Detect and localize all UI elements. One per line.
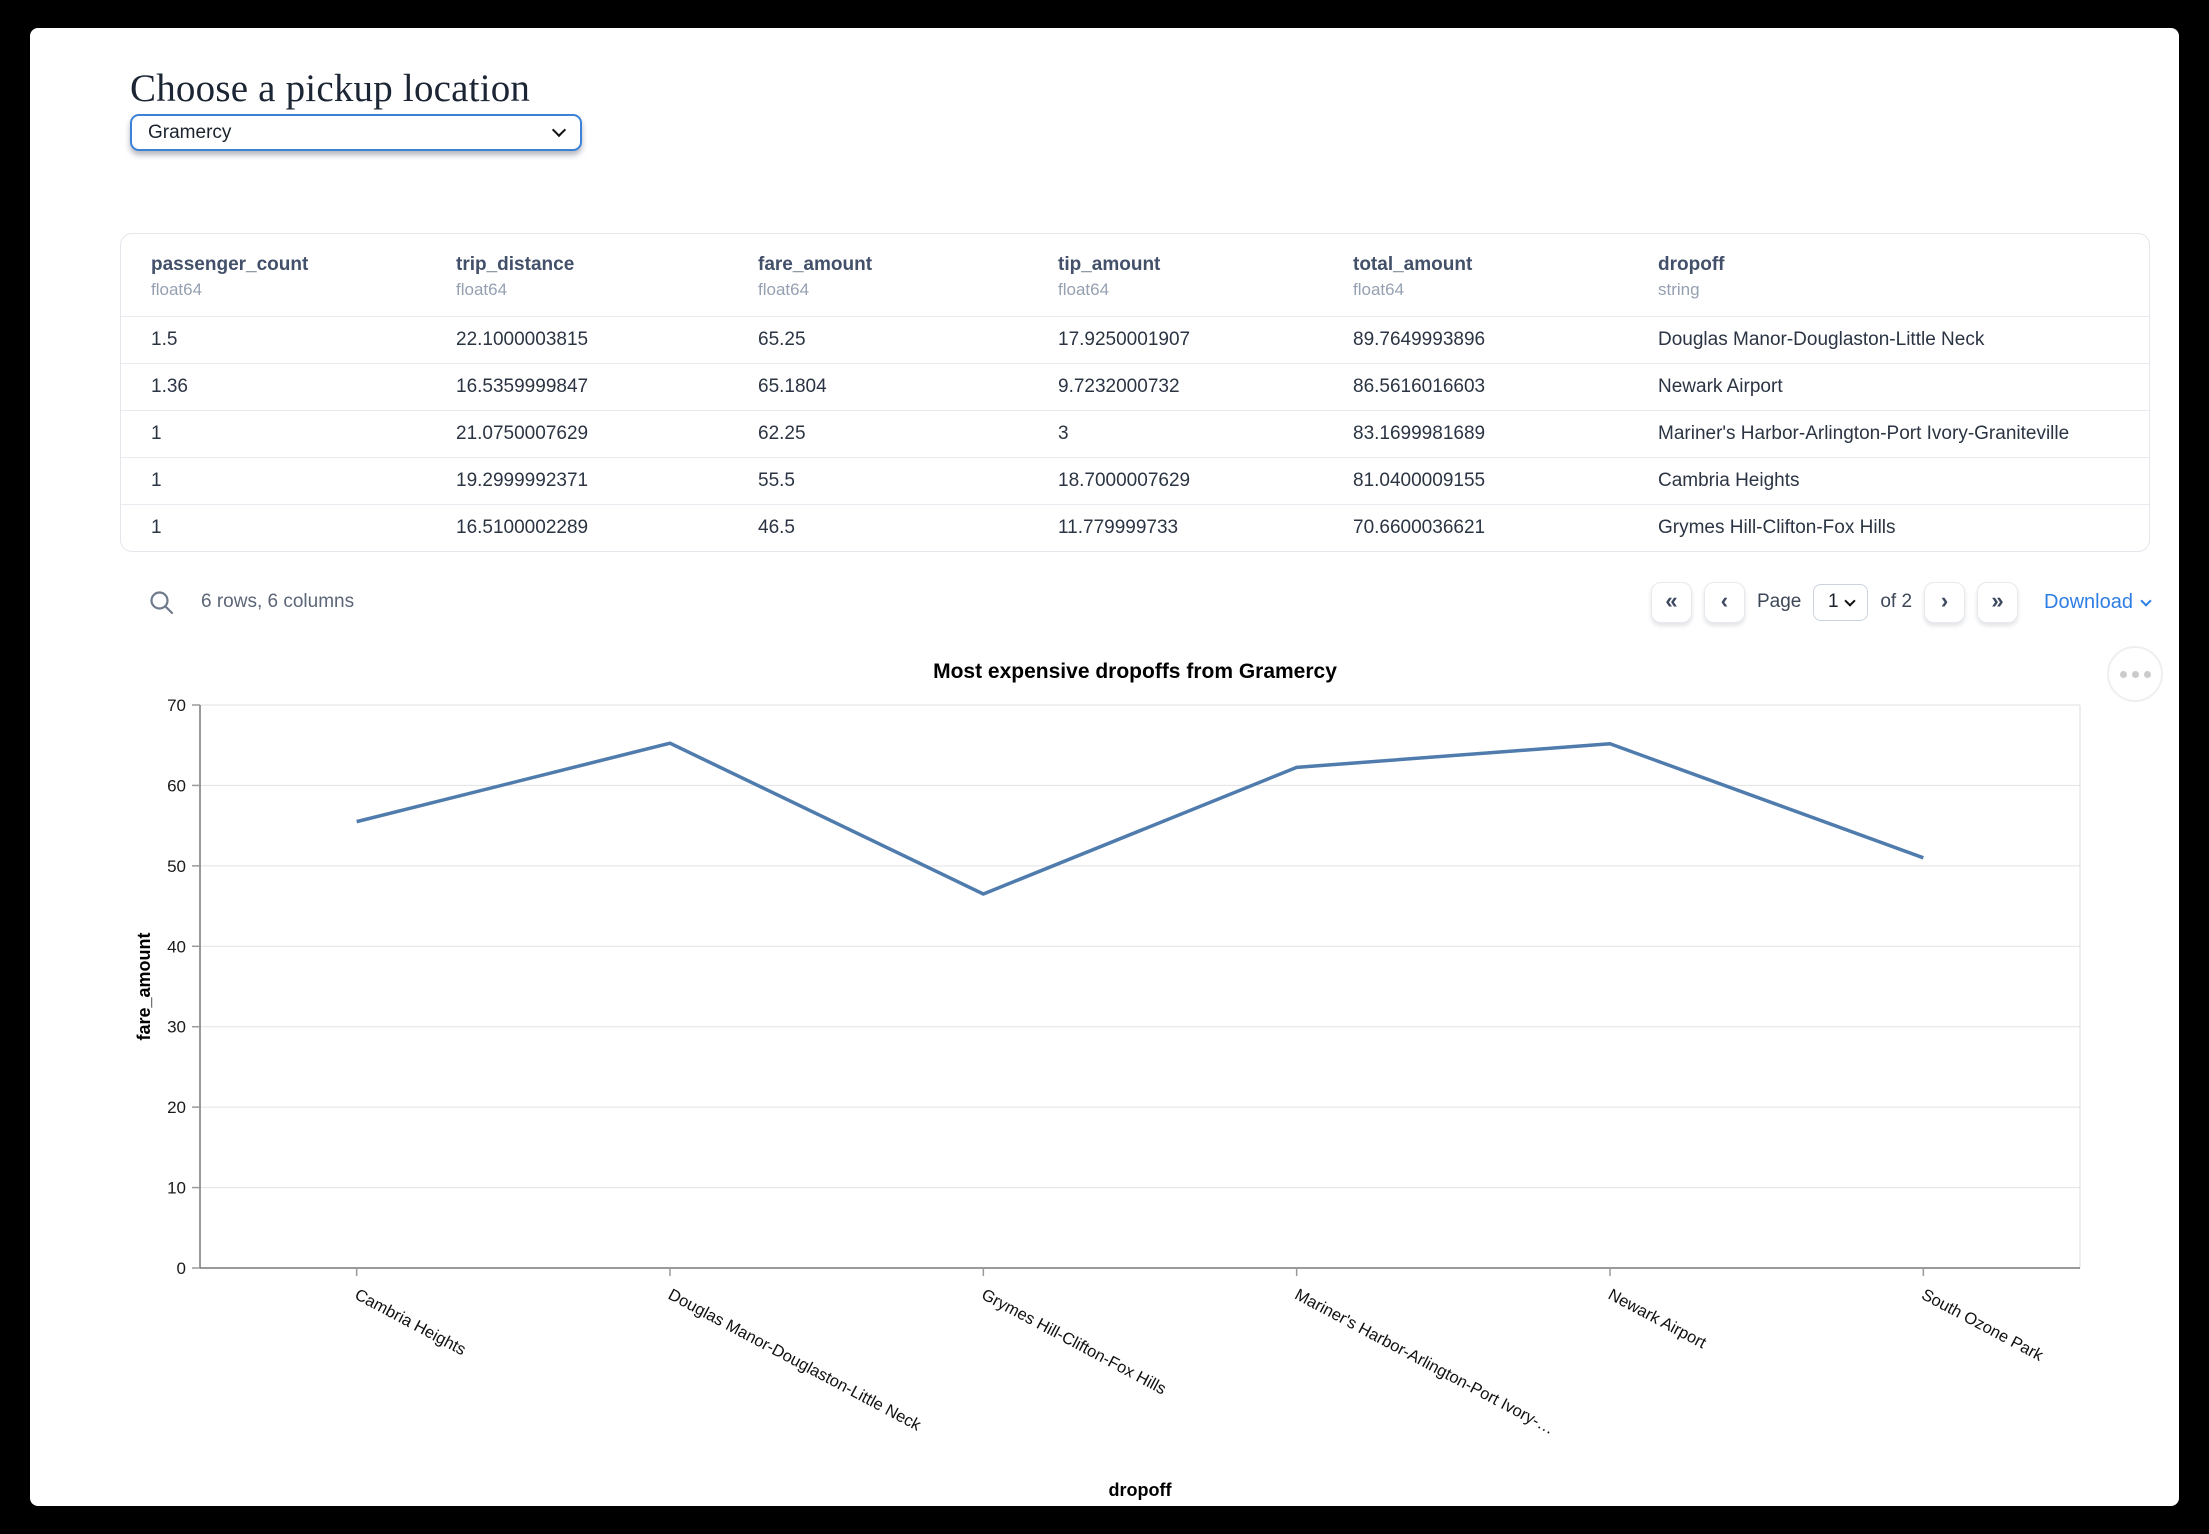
y-tick-label: 60: [167, 776, 186, 795]
chart-line: [356, 741, 1924, 896]
page-title: Choose a pickup location: [130, 67, 531, 110]
y-tick-label: 70: [167, 696, 186, 715]
search-button[interactable]: [148, 589, 175, 616]
search-icon: [150, 590, 174, 614]
table-cell: 1: [151, 470, 162, 491]
x-tick-label: Mariner's Harbor-Arlington-Port Ivory-…: [1292, 1286, 1557, 1439]
y-tick-label: 0: [177, 1259, 186, 1278]
y-tick-label: 50: [167, 857, 186, 876]
pickup-location-select[interactable]: Gramercy: [130, 114, 582, 151]
table-cell: 62.25: [758, 423, 806, 444]
table-cell: 1: [151, 423, 162, 444]
chart-menu-button[interactable]: [2107, 646, 2163, 702]
x-tick-label: Grymes Hill-Clifton-Fox Hills: [978, 1286, 1169, 1399]
table-row: 1 19.2999992371 55.5 18.7000007629 81.040000…: [121, 457, 2149, 504]
prev-page-button[interactable]: ‹: [1703, 581, 1745, 623]
last-page-button[interactable]: »: [1977, 581, 2019, 623]
table-row: 1.36 16.5359999847 65.1804 9.7232000732 86.5…: [121, 363, 2149, 410]
app-card: Choose a pickup location Gramercy passen…: [30, 28, 2179, 1506]
table-cell: Grymes Hill-Clifton-Fox Hills: [1658, 517, 1896, 538]
table-cell: 1.36: [151, 376, 188, 397]
download-button[interactable]: Download: [2044, 590, 2152, 614]
table-cell: 19.2999992371: [456, 470, 589, 491]
download-label: Download: [2044, 590, 2133, 613]
column-header: total_amount float64: [1353, 254, 1473, 299]
table-cell: 18.7000007629: [1058, 470, 1191, 491]
line-chart: 0 10 20 30 40 50 60 70 Cambria Heights Douglas Ma…: [134, 696, 2081, 1500]
table-cell: 83.1699981689: [1353, 423, 1486, 444]
table-cell: 1.5: [151, 329, 178, 350]
table-cell: 16.5100002289: [456, 517, 589, 538]
y-axis-title: fare_amount: [134, 932, 154, 1040]
table-cell: 65.25: [758, 329, 806, 350]
x-tick-label: South Ozone Park: [1918, 1286, 2046, 1366]
table-cell: 55.5: [758, 470, 795, 491]
table-cell: Newark Airport: [1658, 376, 1783, 397]
page-number-value: 1: [1828, 591, 1839, 612]
x-tick-label: Douglas Manor-Douglaston-Little Neck: [665, 1286, 924, 1435]
y-tick-label: 10: [167, 1179, 186, 1198]
column-header: fare_amount float64: [758, 254, 873, 299]
table-cell: Douglas Manor-Douglaston-Little Neck: [1658, 329, 1985, 350]
table-cell: Mariner's Harbor-Arlington-Port Ivory-Gr…: [1658, 423, 2070, 444]
table-cell: 81.0400009155: [1353, 470, 1486, 491]
chevron-down-icon: [1843, 594, 1856, 607]
pickup-location-value: Gramercy: [148, 121, 232, 143]
data-table: passenger_count float64 trip_distance float…: [120, 233, 2150, 552]
table-cell: 11.779999733: [1058, 517, 1179, 538]
table-cell: 9.7232000732: [1058, 376, 1180, 397]
x-tick-label: Newark Airport: [1605, 1286, 1709, 1353]
chevron-down-icon: [551, 122, 567, 138]
ellipsis-icon: [2119, 670, 2127, 678]
table-row: 1 16.5100002289 46.5 11.779999733 70.6600036…: [121, 504, 2149, 551]
table-cell: 65.1804: [758, 376, 827, 397]
table-footer: 6 rows, 6 columns « ‹ Page 1 of 2 › » Do…: [120, 580, 2152, 624]
y-tick-label: 40: [167, 937, 186, 956]
column-header: dropoff string: [1658, 254, 1725, 299]
x-axis-title: dropoff: [1109, 1480, 1173, 1500]
table-cell: 89.7649993896: [1353, 329, 1486, 350]
table-cell: 17.9250001907: [1058, 329, 1191, 350]
column-header: trip_distance float64: [456, 254, 575, 299]
page-number-select[interactable]: 1: [1813, 583, 1869, 621]
column-header: passenger_count float64: [151, 254, 309, 299]
table-cell: 1: [151, 517, 162, 538]
chart-title: Most expensive dropoffs from Gramercy: [933, 660, 1337, 683]
table-body: 1.5 22.1000003815 65.25 17.9250001907 89.764…: [121, 316, 2149, 551]
table-header: passenger_count float64 trip_distance float…: [121, 234, 2149, 316]
page-count-label: of 2: [1880, 591, 1913, 612]
chevron-down-icon: [2140, 594, 2152, 607]
next-page-button[interactable]: ›: [1924, 581, 1966, 623]
table-cell: 22.1000003815: [456, 329, 589, 350]
table-cell: 70.6600036621: [1353, 517, 1486, 538]
table-summary: 6 rows, 6 columns: [201, 591, 355, 612]
table-row: 1.5 22.1000003815 65.25 17.9250001907 89.764…: [121, 316, 2149, 363]
pagination: « ‹ Page 1 of 2 › » Download: [1650, 581, 2152, 623]
table-cell: 3: [1058, 423, 1069, 444]
table-cell: 16.5359999847: [456, 376, 589, 397]
column-header: tip_amount float64: [1058, 254, 1161, 299]
table-row: 1 21.0750007629 62.25 3 83.1699981689 Mariner…: [121, 410, 2149, 457]
y-tick-label: 20: [167, 1098, 186, 1117]
first-page-button[interactable]: «: [1650, 581, 1692, 623]
table-cell: 86.5616016603: [1353, 376, 1486, 397]
table-cell: Cambria Heights: [1658, 470, 1800, 491]
table-cell: 46.5: [758, 517, 795, 538]
x-tick-label: Cambria Heights: [352, 1286, 469, 1360]
page-label: Page: [1756, 591, 1802, 612]
table-cell: 21.0750007629: [456, 423, 589, 444]
y-tick-label: 30: [167, 1018, 186, 1037]
